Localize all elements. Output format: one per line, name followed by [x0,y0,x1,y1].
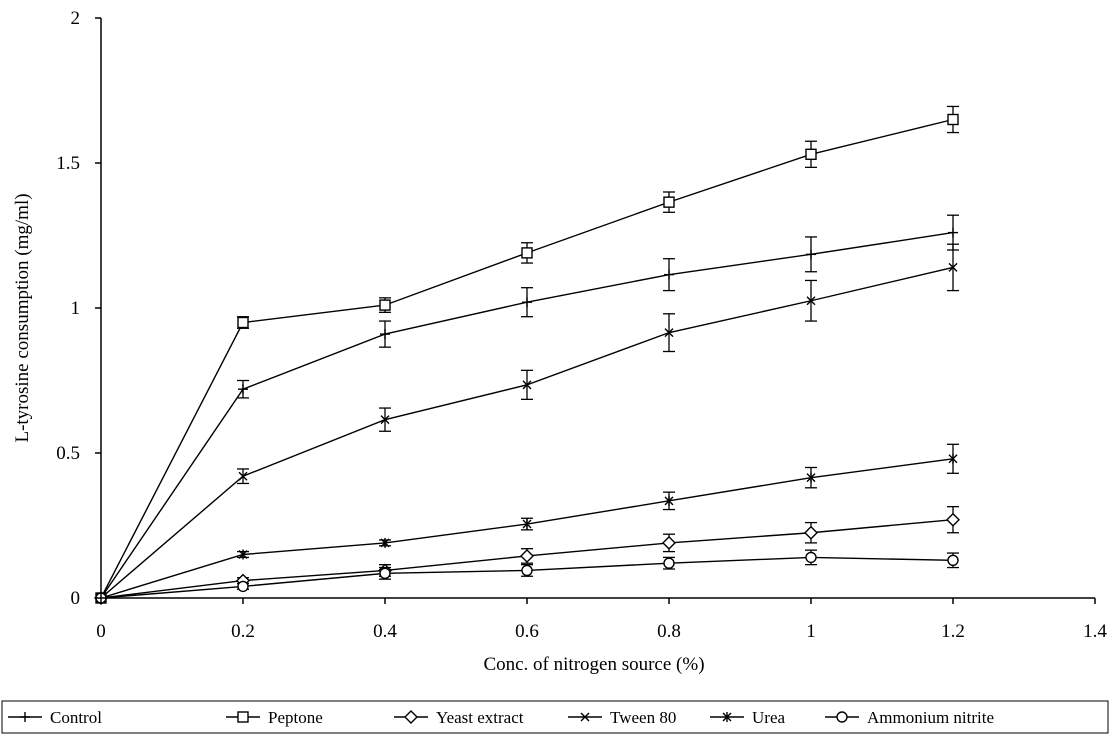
x-axis-title: Conc. of nitrogen source (%) [483,654,704,675]
legend-label: Yeast extract [436,708,524,727]
data-point-star [238,549,248,560]
data-point-star [948,453,958,464]
legend-label: Urea [752,708,785,727]
data-point-x [948,262,958,272]
data-point-plus [522,297,532,308]
data-point-x [238,471,248,481]
legend-label: Ammonium nitrite [867,708,994,727]
data-point-star [806,472,816,483]
data-point-square [663,196,675,208]
data-point-plus [664,269,674,280]
data-point-star [664,495,674,506]
legend-item-yeast-extract: Yeast extract [394,708,524,727]
x-tick-label: 0.2 [231,621,255,642]
x-tick-label: 0.4 [373,621,397,642]
data-point-plus [948,227,958,238]
legend-marker-plus [20,712,30,722]
y-axis-title: L-tyrosine consumption (mg/ml) [12,193,33,442]
data-point-plus [380,329,390,340]
data-point-x [380,415,390,425]
data-point-circle [237,580,249,593]
series-urea [96,443,959,603]
x-tick-label: 0.6 [515,621,539,642]
data-point-star [522,519,532,530]
data-point-square [521,247,533,259]
data-point-circle [947,554,959,566]
x-tick-label: 1 [806,621,816,642]
series-tween-80 [96,243,959,603]
series-control [96,214,959,603]
data-point-x [806,296,816,306]
y-tick-label: 1 [71,298,81,319]
x-tick-label: 0 [96,621,106,642]
data-point-plus [806,249,816,260]
legend-item-tween-80: Tween 80 [568,708,676,727]
data-point-plus [238,384,248,395]
legend-item-peptone: Peptone [226,708,323,727]
data-point-square [237,316,249,329]
legend-marker-x [580,712,590,722]
data-point-diamond [804,525,818,540]
series-ammonium-nitrite [95,549,959,604]
x-ticks: 0 0.2 0.4 0.6 0.8 1 1.2 1.4 [96,598,1107,642]
y-ticks: 0 0.5 1 1.5 2 [56,8,101,609]
legend-item-ammonium-nitrite: Ammonium nitrite [825,708,994,727]
legend-item-control: Control [8,708,102,727]
x-tick-label: 1.4 [1083,621,1107,642]
x-tick-label: 1.2 [941,621,965,642]
data-point-square [379,299,391,311]
y-tick-label: 0.5 [56,443,80,464]
legend-marker-square [237,711,249,723]
data-point-diamond [662,535,676,550]
data-point-x [522,380,532,390]
legend: Control Peptone Yeast extract Tween 80 Urea A… [1,700,1109,734]
data-point-circle [805,551,817,564]
legend-label: Control [50,708,102,727]
x-tick-label: 0.8 [657,621,681,642]
legend-marker-circle [836,711,848,723]
legend-marker-diamond [404,710,418,724]
plot-area [94,105,960,605]
data-point-circle [379,567,391,580]
data-point-x [664,328,674,338]
y-tick-label: 1.5 [56,153,80,174]
data-point-square [947,113,959,126]
data-point-diamond [520,548,534,563]
legend-label: Tween 80 [610,708,676,727]
legend-marker-star [722,712,732,722]
y-tick-label: 2 [71,8,81,29]
y-tick-label: 0 [71,588,81,609]
data-point-diamond [946,512,960,527]
data-point-circle [663,557,675,569]
legend-label: Peptone [268,708,323,727]
data-point-circle [521,564,533,577]
data-point-square [805,148,817,161]
legend-item-urea: Urea [710,708,785,727]
data-point-star [380,537,390,548]
legend-box [1,700,1109,734]
axes [100,18,1095,599]
